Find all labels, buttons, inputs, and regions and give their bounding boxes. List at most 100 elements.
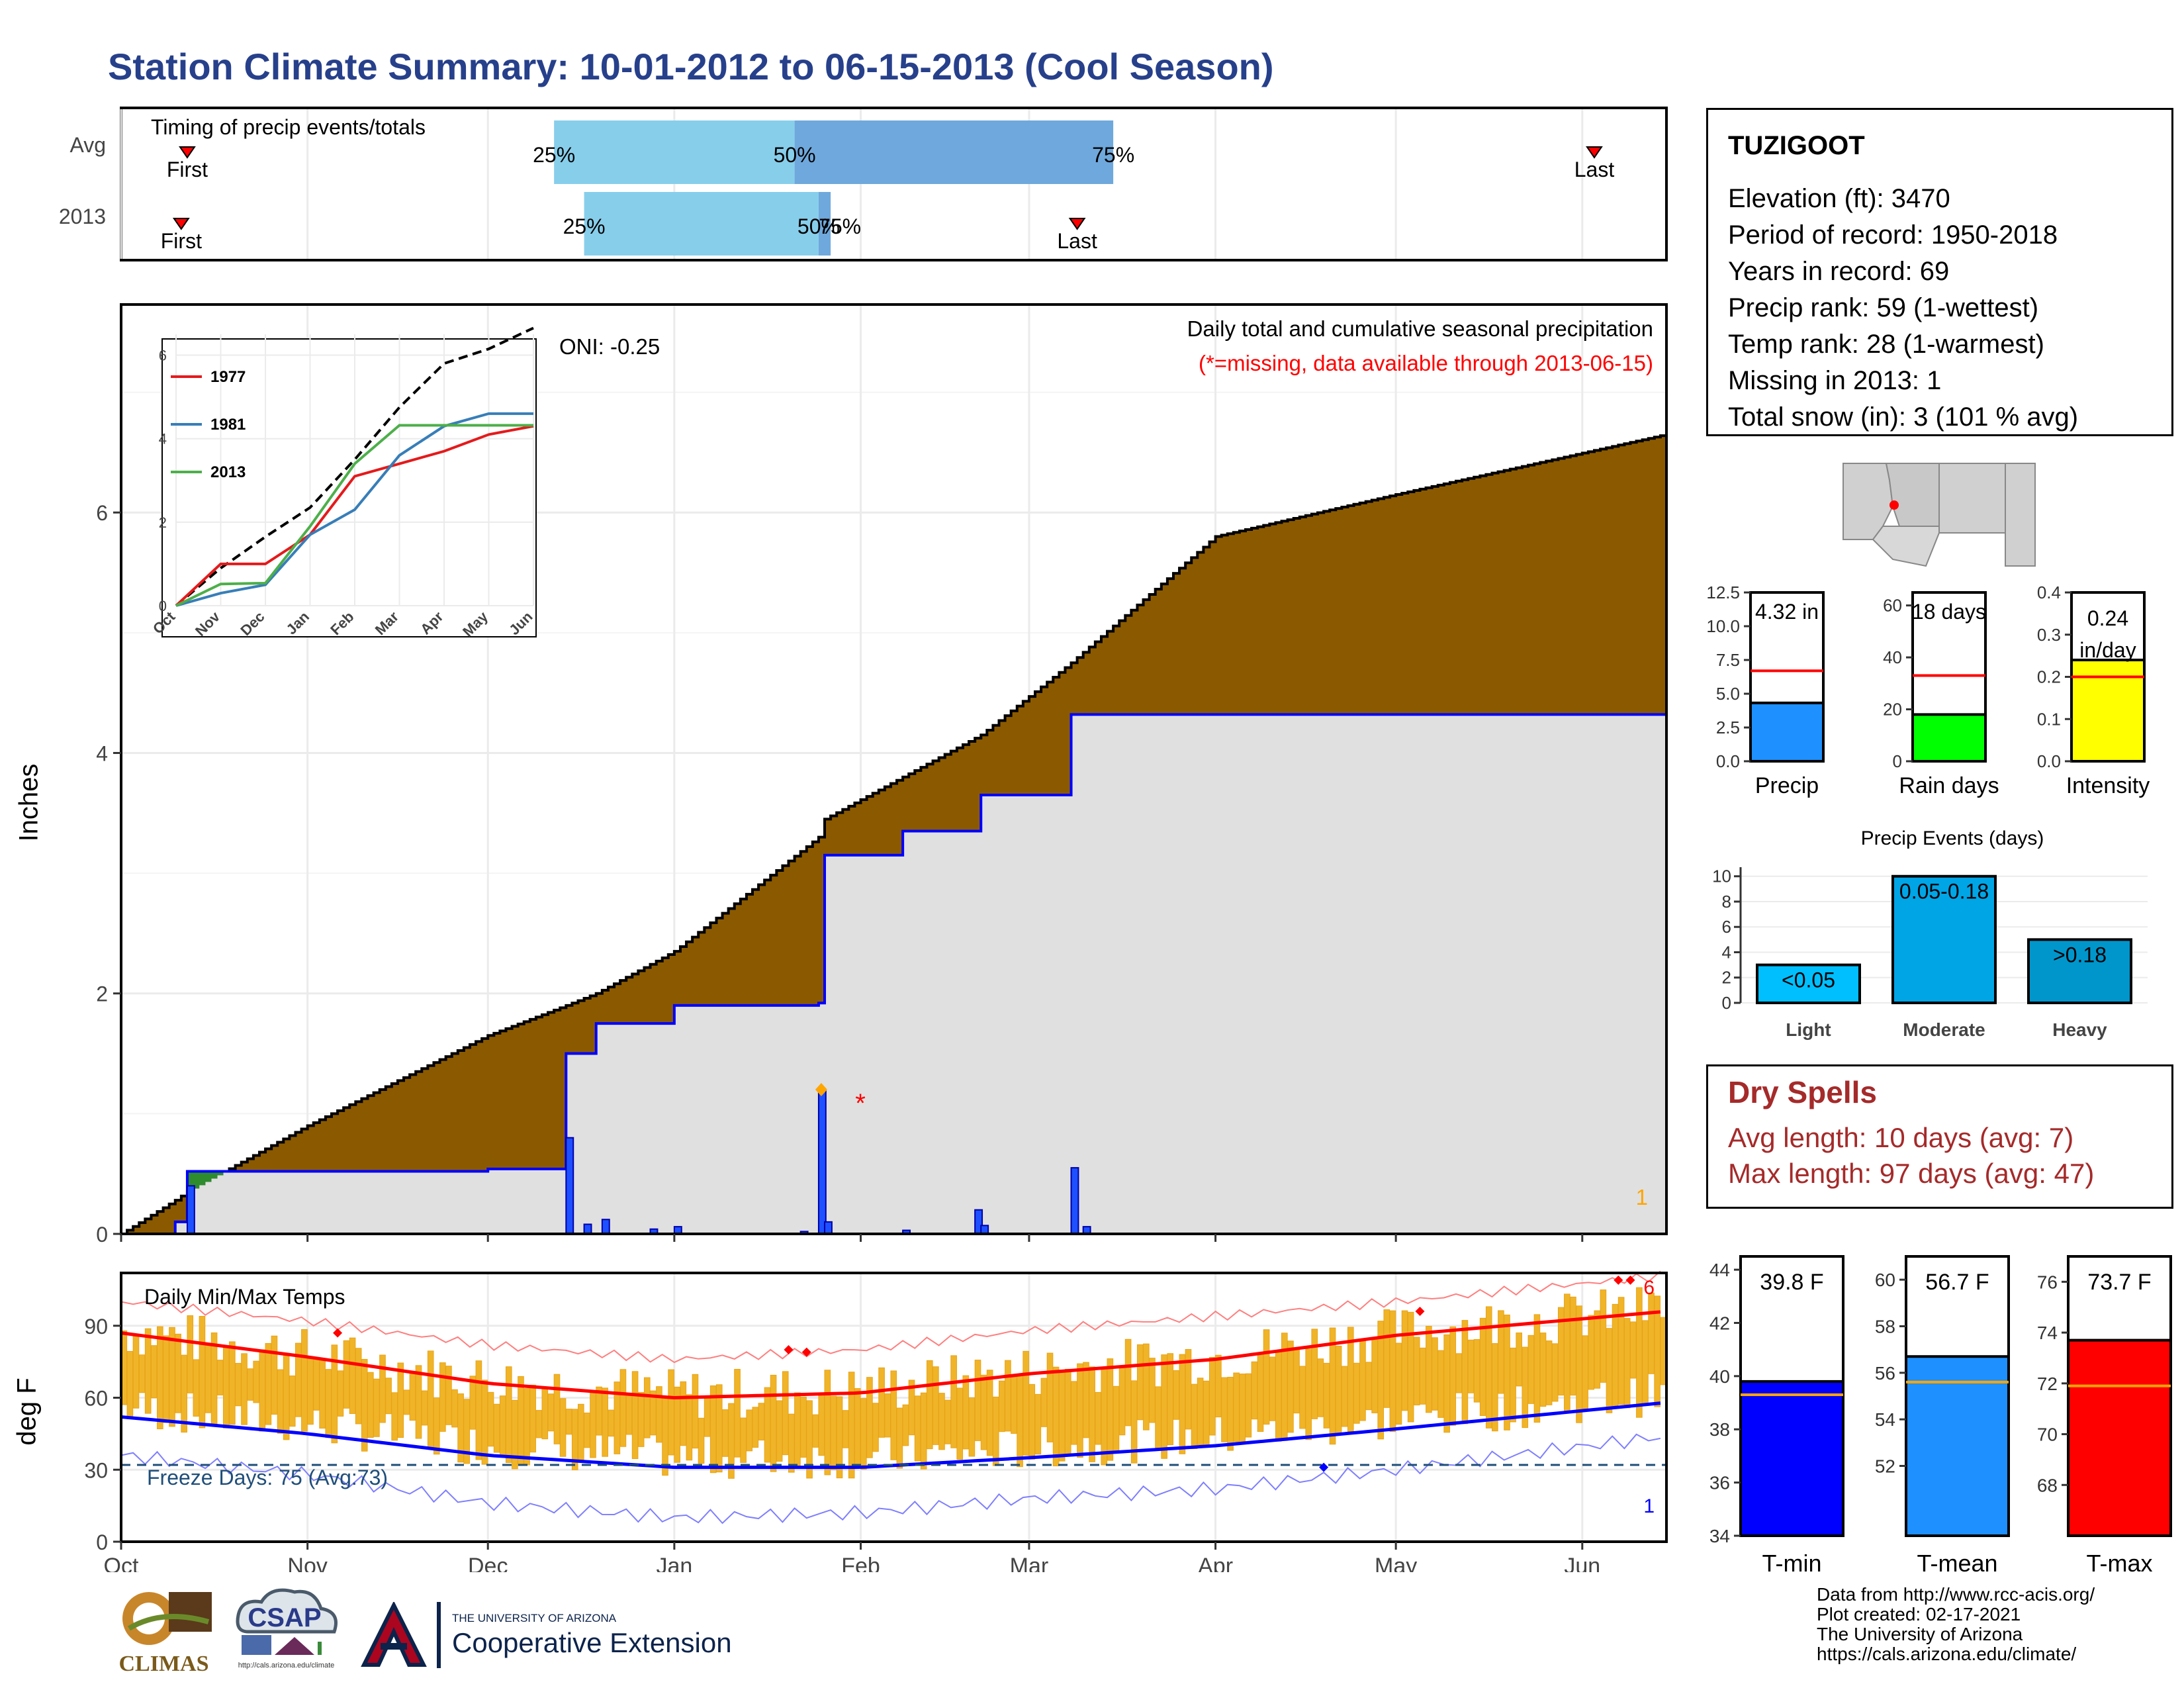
daily-temp-bar — [1582, 1335, 1588, 1409]
events-category-1: Moderate — [1903, 1019, 1985, 1040]
daily-temp-bar — [553, 1374, 561, 1444]
temp-summary-tick-label: 72 — [2037, 1374, 2058, 1394]
dry-avg-length: Avg length: 10 days (avg: 7) — [1728, 1122, 2074, 1153]
timing-row-avg-label: Avg — [69, 133, 106, 157]
daily-temp-bar — [1323, 1362, 1330, 1429]
daily-temp-bar — [403, 1389, 410, 1415]
timing-row-2013-label: 2013 — [59, 205, 106, 228]
daily-temp-bar — [1173, 1370, 1180, 1420]
mini-tick-label: 0.3 — [2037, 625, 2061, 645]
events-tick-label: 6 — [1722, 917, 1731, 937]
daily-temp-bar — [734, 1369, 741, 1458]
daily-temp-bar — [391, 1392, 398, 1441]
timing-last-label-1: Last — [1057, 229, 1097, 253]
daily-temp-bar — [1124, 1338, 1132, 1427]
info-years: Years in record: 69 — [1728, 257, 1950, 286]
mini-tick-label: 0 — [1893, 751, 1902, 771]
credit-university: The University of Arizona — [1817, 1624, 2023, 1644]
daily-temp-bar — [547, 1393, 555, 1432]
min-records: 1 — [1643, 1495, 1655, 1517]
daily-temp-bar — [692, 1374, 699, 1449]
daily-temp-bar — [505, 1366, 512, 1463]
daily-temp-bar — [1017, 1375, 1023, 1468]
record-high-marker — [801, 1347, 811, 1357]
state-new-mexico — [1938, 463, 2006, 534]
daily-temp-bar — [1564, 1293, 1570, 1412]
daily-temp-bar — [776, 1400, 783, 1462]
inset-ytick-label: 2 — [159, 514, 167, 531]
climas-logo: CLIMAS — [109, 1582, 218, 1676]
mini-tick-label: 2.5 — [1716, 718, 1740, 737]
temp-summary-tick-label: 58 — [1875, 1317, 1895, 1337]
daily-temp-bar — [439, 1362, 446, 1432]
daily-temp-bar — [1167, 1353, 1174, 1446]
mini-label-0: Precip — [1755, 773, 1819, 798]
mini-tick-label: 5.0 — [1716, 684, 1740, 704]
daily-temp-bar — [409, 1371, 416, 1421]
daily-temp-bar — [1365, 1362, 1372, 1411]
events-title: Precip Events (days) — [1861, 827, 2044, 849]
daily-temp-bar — [187, 1315, 194, 1393]
temp-ylabel: deg F — [12, 1378, 42, 1446]
daily-temp-bar — [619, 1369, 627, 1447]
daily-temp-bar — [445, 1366, 452, 1425]
daily-temp-bar — [1570, 1296, 1576, 1396]
daily-temp-bar — [349, 1337, 356, 1414]
daily-temp-bar — [848, 1372, 855, 1479]
temp-ytick-label-90: 90 — [84, 1315, 108, 1338]
page-title: Station Climate Summary: 10-01-2012 to 0… — [108, 46, 1274, 87]
obs-cumulative-fill — [121, 714, 1666, 1234]
daily-temp-bar — [216, 1360, 224, 1395]
daily-temp-bar — [944, 1399, 951, 1444]
temp-summary-value-1: 56.7 F — [1925, 1270, 1989, 1295]
temp-xtick-label-dec: Dec — [468, 1554, 508, 1572]
daily-temp-bar — [872, 1403, 879, 1452]
timing-last-marker-0 — [1586, 146, 1603, 159]
ua-logo-mark — [357, 1601, 437, 1675]
mini-tick-label: 12.5 — [1706, 583, 1740, 602]
ua-small-text: THE UNIVERSITY OF ARIZONA — [452, 1612, 617, 1624]
daily-temp-bar — [1095, 1391, 1101, 1445]
daily-temp-bar — [1058, 1370, 1066, 1462]
daily-temp-bar — [1299, 1366, 1306, 1429]
daily-temp-bar — [1432, 1337, 1438, 1411]
precip-panel: 0 2 4 6 Daily total and cumulative seasonal… — [96, 303, 1668, 1246]
daily-temp-bar — [1245, 1373, 1252, 1438]
temp-summary-value-0: 39.8 F — [1760, 1270, 1823, 1295]
daily-temp-bar — [878, 1367, 885, 1438]
daily-temp-bar — [950, 1355, 957, 1448]
daily-temp-bar — [355, 1348, 362, 1425]
daily-temp-bar — [319, 1358, 326, 1429]
mini-label-1: Rain days — [1899, 773, 1999, 798]
daily-temp-bar — [794, 1392, 801, 1469]
daily-temp-bar — [1113, 1385, 1120, 1452]
events-bar-light — [1756, 963, 1861, 1004]
daily-temp-bar — [764, 1387, 771, 1463]
daily-temp-bar — [1130, 1380, 1138, 1464]
daily-temp-bar — [1545, 1340, 1553, 1405]
daily-temp-bar — [487, 1391, 494, 1447]
daily-temp-bar — [397, 1362, 404, 1438]
daily-temp-bar — [132, 1335, 140, 1409]
temp-xtick-label-feb: Feb — [841, 1554, 880, 1572]
daily-temp-bar — [902, 1404, 909, 1446]
daily-temp-bar — [1257, 1352, 1264, 1432]
daily-temp-bar — [1034, 1393, 1042, 1455]
timing-first-label-0: First — [167, 158, 208, 181]
temp-summary-label-0: T-min — [1762, 1550, 1822, 1577]
mini-tick-label: 20 — [1883, 700, 1902, 720]
timing-p75-label-1: 75% — [819, 214, 861, 238]
temp-summary-tick-label: 36 — [1709, 1473, 1730, 1493]
temp-plot — [120, 1270, 1667, 1524]
daily-temp-bar — [824, 1370, 831, 1476]
csap-url: http://cals.arizona.edu/climate — [238, 1662, 335, 1669]
daily-temp-bar — [1461, 1320, 1469, 1425]
daily-temp-bar — [1516, 1333, 1522, 1387]
daily-temp-bar — [818, 1393, 825, 1456]
daily-temp-bar — [812, 1414, 819, 1448]
daily-precip-bar — [186, 1185, 195, 1235]
daily-temp-bar — [175, 1333, 181, 1413]
daily-temp-bar — [1617, 1297, 1625, 1405]
daily-temp-bar — [313, 1358, 320, 1411]
